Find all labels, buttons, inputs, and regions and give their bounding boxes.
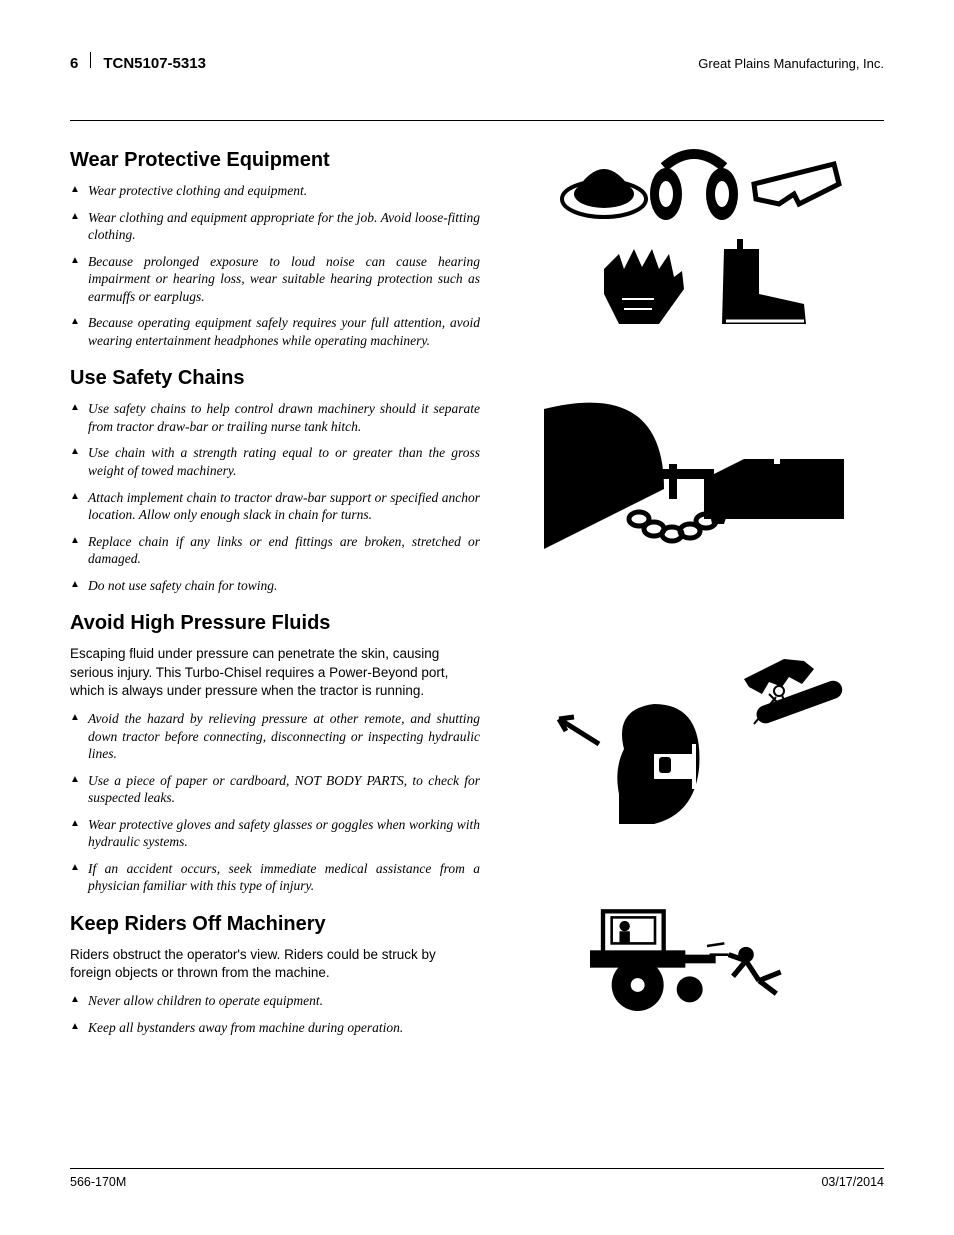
- section-title: Avoid High Pressure Fluids: [70, 612, 480, 635]
- header-rule: [70, 120, 884, 121]
- bullet-list: Wear protective clothing and equipment. …: [70, 182, 480, 349]
- bullet-item: Wear protective clothing and equipment.: [70, 182, 480, 200]
- section-ppe: Wear Protective Equipment Wear protectiv…: [70, 149, 480, 349]
- bullet-list: Never allow children to operate equipmen…: [70, 992, 480, 1036]
- bullet-item: Attach implement chain to tractor draw-b…: [70, 489, 480, 524]
- bullet-item: Never allow children to operate equipmen…: [70, 992, 480, 1010]
- section-title: Wear Protective Equipment: [70, 149, 480, 172]
- fluid-illustration: [544, 649, 844, 859]
- header-separator: [90, 52, 91, 68]
- chain-illustration: [544, 369, 844, 579]
- section-chains: Use Safety Chains Use safety chains to h…: [70, 367, 480, 594]
- text-column: Wear Protective Equipment Wear protectiv…: [70, 149, 480, 1054]
- content-area: Wear Protective Equipment Wear protectiv…: [70, 149, 884, 1054]
- footer-row: 566-170M 03/17/2014: [70, 1175, 884, 1189]
- page-header: 6 TCN5107-5313 Great Plains Manufacturin…: [70, 52, 884, 80]
- bullet-list: Use safety chains to help control drawn …: [70, 400, 480, 594]
- bullet-item: Because operating equipment safely requi…: [70, 314, 480, 349]
- footer-rule: [70, 1168, 884, 1169]
- section-intro: Escaping fluid under pressure can penetr…: [70, 645, 480, 700]
- bullet-item: Wear clothing and equipment appropriate …: [70, 209, 480, 244]
- bullet-item: Use safety chains to help control drawn …: [70, 400, 480, 435]
- bullet-item: Use a piece of paper or cardboard, NOT B…: [70, 772, 480, 807]
- rider-illustration: [544, 899, 844, 1019]
- section-title: Use Safety Chains: [70, 367, 480, 390]
- ppe-icon: [544, 149, 844, 339]
- bullet-item: Do not use safety chain for towing.: [70, 577, 480, 595]
- section-riders: Keep Riders Off Machinery Riders obstruc…: [70, 913, 480, 1037]
- bullet-item: Avoid the hazard by relieving pressure a…: [70, 710, 480, 763]
- page-footer: 566-170M 03/17/2014: [70, 1168, 884, 1189]
- section-intro: Riders obstruct the operator's view. Rid…: [70, 946, 480, 982]
- section-fluids: Avoid High Pressure Fluids Escaping flui…: [70, 612, 480, 895]
- bullet-item: Replace chain if any links or end fittin…: [70, 533, 480, 568]
- bullet-item: Keep all bystanders away from machine du…: [70, 1019, 480, 1037]
- chain-icon: [544, 369, 844, 579]
- illustration-column: [504, 149, 884, 1054]
- footer-date: 03/17/2014: [821, 1175, 884, 1189]
- fluid-icon: [544, 649, 844, 859]
- bullet-item: Wear protective gloves and safety glasse…: [70, 816, 480, 851]
- bullet-item: Because prolonged exposure to loud noise…: [70, 253, 480, 306]
- bullet-list: Avoid the hazard by relieving pressure a…: [70, 710, 480, 895]
- rider-icon: [564, 904, 824, 1014]
- company-name: Great Plains Manufacturing, Inc.: [698, 56, 884, 71]
- section-title: Keep Riders Off Machinery: [70, 913, 480, 936]
- bullet-item: Use chain with a strength rating equal t…: [70, 444, 480, 479]
- document-page: 6 TCN5107-5313 Great Plains Manufacturin…: [0, 0, 954, 1235]
- header-left: 6 TCN5107-5313: [70, 52, 206, 72]
- footer-doc-number: 566-170M: [70, 1175, 126, 1189]
- bullet-item: If an accident occurs, seek immediate me…: [70, 860, 480, 895]
- document-code: TCN5107-5313: [103, 55, 206, 72]
- page-number: 6: [70, 55, 78, 72]
- ppe-illustration: [544, 149, 844, 339]
